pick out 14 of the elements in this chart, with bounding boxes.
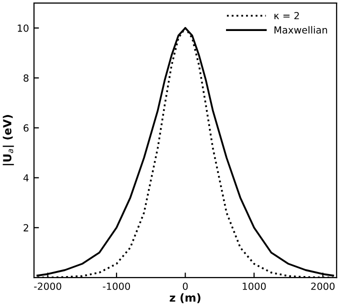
y-tick-label: 4 <box>23 174 29 182</box>
y-tick-label: 6 <box>24 124 29 132</box>
x-tick-label: 0 <box>182 282 188 290</box>
y-tick-label: 10 <box>18 24 28 32</box>
legend-label: Maxwellian <box>274 26 328 34</box>
x-tick-label: -2000 <box>34 282 62 290</box>
y-tick-label: 2 <box>24 224 28 232</box>
x-tick-label: 2000 <box>311 282 335 290</box>
y-tick-label: 8 <box>24 74 28 82</box>
legend-label: κ = 2 <box>274 12 299 20</box>
x-axis-title: z (m) <box>170 293 200 304</box>
y-axis-title: |U$_{a}$| (eV) <box>2 115 14 166</box>
x-tick-label: 1000 <box>242 282 266 290</box>
x-tick-label: -1000 <box>102 282 130 290</box>
